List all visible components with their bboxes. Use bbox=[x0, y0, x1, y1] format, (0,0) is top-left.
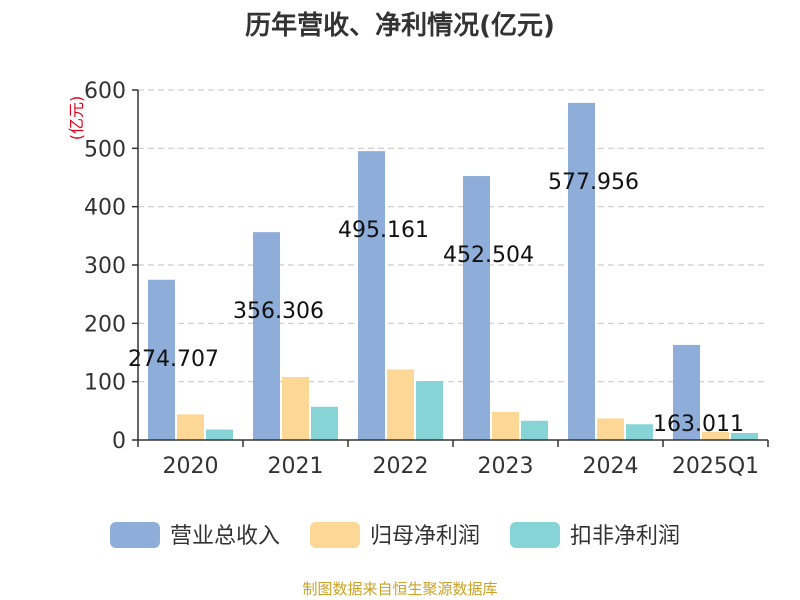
x-tick-label-2021: 2021 bbox=[268, 454, 324, 479]
data-label-2024: 577.956 bbox=[548, 170, 639, 195]
bar-3-2022 bbox=[416, 381, 443, 440]
y-tick-label-100: 100 bbox=[84, 371, 126, 396]
bar-3-2020 bbox=[206, 429, 233, 440]
bar-2-2024 bbox=[597, 418, 624, 440]
x-tick-label-2022: 2022 bbox=[373, 454, 429, 479]
bar-2-2020 bbox=[177, 414, 204, 440]
y-tick-label-600: 600 bbox=[84, 79, 126, 104]
x-tick-label-2023: 2023 bbox=[478, 454, 534, 479]
bar-1-2022 bbox=[358, 151, 385, 441]
data-labels: 274.707 356.306 495.161 452.504 577.956 163.0… bbox=[128, 170, 744, 437]
data-label-2022: 495.161 bbox=[338, 218, 429, 243]
grid-lines bbox=[138, 89, 768, 383]
bar-2-2025Q1 bbox=[702, 431, 729, 440]
x-tick-label-2025Q1: 2025Q1 bbox=[672, 454, 759, 479]
data-label-2021: 356.306 bbox=[233, 299, 324, 324]
bar-1-2024 bbox=[568, 102, 595, 440]
legend-swatch-1 bbox=[110, 522, 160, 548]
data-label-2023: 452.504 bbox=[443, 243, 534, 268]
y-axis-unit-label: (亿元) bbox=[67, 96, 86, 141]
bar-1-2021 bbox=[253, 232, 280, 440]
legend-swatch-2 bbox=[310, 522, 360, 548]
x-tick-label-2020: 2020 bbox=[163, 454, 219, 479]
bar-2-2023 bbox=[492, 412, 519, 440]
x-tick-label-2024: 2024 bbox=[583, 454, 639, 479]
bar-3-2023 bbox=[521, 420, 548, 440]
legend-swatch-3 bbox=[510, 522, 560, 548]
bar-1-2025Q1 bbox=[673, 344, 700, 440]
y-tick-label-400: 400 bbox=[84, 196, 126, 221]
bar-2-2021 bbox=[282, 377, 309, 440]
data-source-note: 制图数据来自恒生聚源数据库 bbox=[302, 580, 497, 598]
bars-group bbox=[148, 102, 758, 441]
data-label-2020: 274.707 bbox=[128, 347, 219, 372]
axes: 0 100 200 300 400 500 600 2020 2021 2022 2023 2024 2… bbox=[84, 79, 769, 479]
bar-1-2020 bbox=[148, 279, 175, 440]
legend: 营业总收入 归母净利润 扣非净利润 bbox=[110, 522, 680, 549]
legend-label-2: 归母净利润 bbox=[370, 524, 480, 549]
legend-label-1: 营业总收入 bbox=[170, 524, 280, 549]
bar-2-2022 bbox=[387, 369, 414, 440]
bar-3-2024 bbox=[626, 424, 653, 440]
bar-1-2023 bbox=[463, 176, 490, 440]
y-tick-label-200: 200 bbox=[84, 312, 126, 337]
y-tick-label-500: 500 bbox=[84, 137, 126, 162]
y-tick-label-300: 300 bbox=[84, 254, 126, 279]
legend-label-3: 扣非净利润 bbox=[570, 524, 680, 549]
data-label-2025Q1: 163.011 bbox=[653, 412, 744, 437]
bar-3-2025Q1 bbox=[731, 433, 758, 440]
bar-3-2021 bbox=[311, 406, 338, 440]
y-tick-label-0: 0 bbox=[112, 429, 126, 454]
chart-title: 历年营收、净利情况(亿元) bbox=[245, 10, 555, 41]
